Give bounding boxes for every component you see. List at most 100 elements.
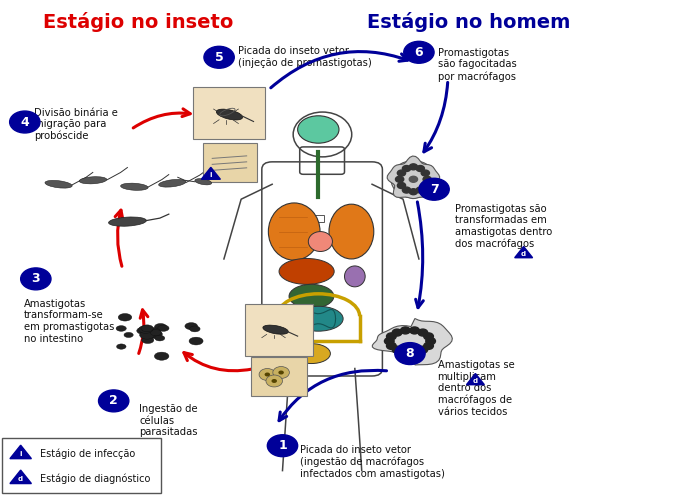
Ellipse shape: [216, 109, 243, 120]
Text: d: d: [521, 251, 526, 257]
Circle shape: [395, 343, 425, 365]
Bar: [314, 240, 324, 247]
Ellipse shape: [158, 325, 169, 331]
Text: Promastigotas
são fagocitadas
por macrófagos: Promastigotas são fagocitadas por macróf…: [438, 48, 516, 82]
Circle shape: [395, 176, 404, 182]
Text: i: i: [209, 172, 212, 178]
Text: 7: 7: [430, 183, 438, 196]
Text: Estágio de infecção: Estágio de infecção: [40, 449, 135, 460]
Circle shape: [423, 176, 431, 182]
Ellipse shape: [294, 306, 343, 331]
Text: 3: 3: [32, 272, 40, 285]
Circle shape: [398, 182, 406, 188]
Ellipse shape: [138, 326, 153, 333]
Ellipse shape: [140, 331, 154, 339]
FancyBboxPatch shape: [193, 87, 265, 139]
Text: Picada do inseto vetor
(injeção de promastigotas): Picada do inseto vetor (injeção de proma…: [238, 46, 371, 68]
Circle shape: [265, 373, 270, 376]
Ellipse shape: [269, 203, 320, 260]
Circle shape: [424, 333, 433, 340]
Ellipse shape: [391, 160, 435, 198]
Circle shape: [402, 165, 411, 171]
Circle shape: [259, 369, 276, 380]
Text: Amastigotas se
multiplicam
dentro dos
macrófagos de
vários tecidos: Amastigotas se multiplicam dentro dos ma…: [438, 360, 514, 417]
Circle shape: [384, 338, 394, 345]
FancyBboxPatch shape: [203, 143, 257, 182]
Circle shape: [398, 170, 406, 176]
Circle shape: [267, 435, 298, 457]
Ellipse shape: [144, 329, 156, 336]
Text: Estágio no homem: Estágio no homem: [367, 12, 570, 32]
Ellipse shape: [79, 177, 107, 184]
Ellipse shape: [154, 352, 169, 360]
Ellipse shape: [45, 180, 72, 188]
Circle shape: [410, 327, 420, 334]
Ellipse shape: [119, 314, 132, 321]
Ellipse shape: [145, 333, 154, 339]
Circle shape: [424, 343, 433, 350]
Text: 6: 6: [415, 46, 423, 59]
Ellipse shape: [116, 326, 126, 331]
Polygon shape: [387, 156, 440, 199]
Ellipse shape: [141, 325, 154, 332]
Text: Divisão binária e
migração para
probóscide: Divisão binária e migração para probósci…: [34, 108, 118, 141]
Circle shape: [421, 170, 429, 176]
Ellipse shape: [142, 337, 154, 344]
Ellipse shape: [136, 327, 150, 334]
Circle shape: [409, 164, 418, 170]
Ellipse shape: [263, 325, 288, 334]
FancyBboxPatch shape: [251, 357, 307, 396]
Ellipse shape: [344, 266, 365, 287]
Ellipse shape: [124, 332, 133, 338]
Ellipse shape: [185, 323, 198, 330]
Circle shape: [99, 390, 129, 412]
Circle shape: [271, 379, 277, 383]
Text: Estágio no inseto: Estágio no inseto: [43, 12, 233, 32]
Ellipse shape: [189, 337, 203, 345]
Ellipse shape: [147, 328, 160, 335]
Text: 4: 4: [21, 116, 29, 128]
Circle shape: [418, 346, 428, 353]
Circle shape: [421, 183, 429, 189]
Bar: [314, 215, 324, 222]
Text: d: d: [18, 476, 23, 482]
Circle shape: [416, 165, 424, 171]
Ellipse shape: [289, 284, 334, 308]
Circle shape: [426, 338, 435, 345]
Text: 8: 8: [406, 347, 414, 360]
Circle shape: [392, 346, 402, 353]
Circle shape: [10, 111, 40, 133]
Circle shape: [400, 327, 410, 334]
Polygon shape: [372, 319, 453, 365]
Ellipse shape: [158, 179, 186, 187]
Circle shape: [387, 333, 396, 340]
Ellipse shape: [109, 217, 146, 226]
Ellipse shape: [116, 344, 126, 349]
Circle shape: [387, 343, 396, 350]
Circle shape: [410, 348, 420, 355]
Ellipse shape: [154, 324, 167, 330]
Text: 5: 5: [215, 51, 223, 64]
Circle shape: [204, 46, 234, 68]
Circle shape: [402, 187, 411, 193]
Circle shape: [404, 41, 434, 63]
Ellipse shape: [308, 232, 332, 251]
Ellipse shape: [292, 344, 331, 364]
Circle shape: [392, 329, 402, 336]
Circle shape: [400, 348, 410, 355]
Text: Amastigotas
transformam-se
em promastigotas
no intestino: Amastigotas transformam-se em promastigo…: [24, 299, 114, 344]
Circle shape: [278, 371, 284, 374]
Circle shape: [266, 375, 282, 387]
FancyBboxPatch shape: [2, 438, 161, 493]
Circle shape: [409, 189, 418, 195]
Text: Estágio de diagnóstico: Estágio de diagnóstico: [40, 474, 150, 485]
Text: d: d: [473, 378, 478, 384]
Ellipse shape: [145, 334, 154, 339]
Text: Picada do inseto vetor
(ingestão de macrófagos
infectados com amastigotas): Picada do inseto vetor (ingestão de macr…: [300, 445, 444, 479]
Circle shape: [418, 329, 428, 336]
Ellipse shape: [195, 179, 212, 185]
Ellipse shape: [329, 204, 373, 259]
FancyBboxPatch shape: [245, 304, 313, 356]
Ellipse shape: [298, 116, 339, 143]
Circle shape: [416, 187, 424, 193]
